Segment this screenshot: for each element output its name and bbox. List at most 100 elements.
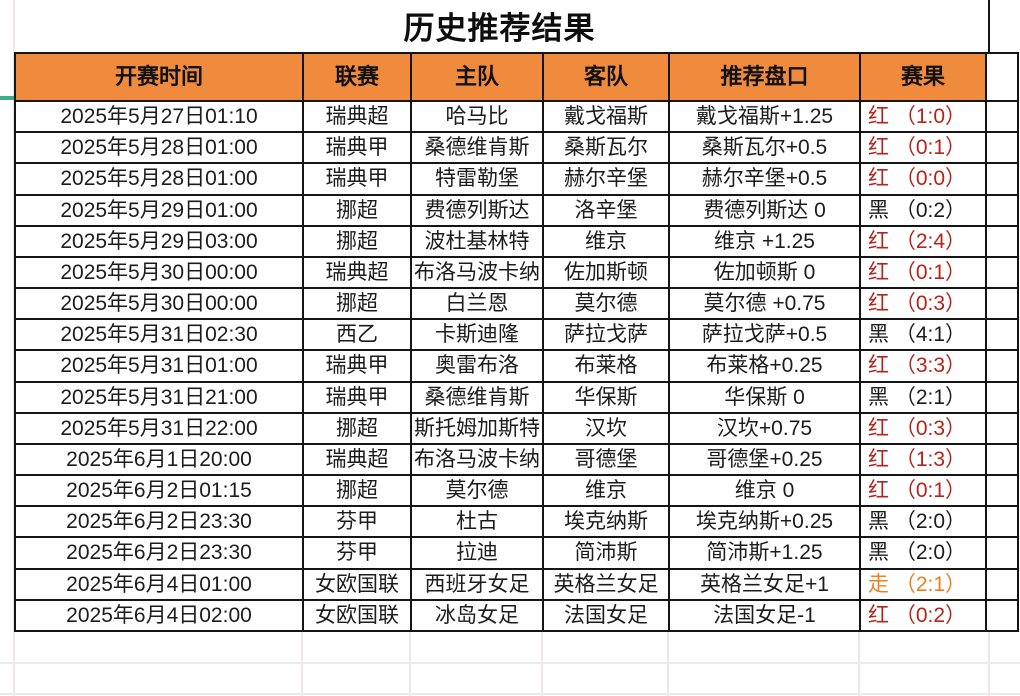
cell-away-team[interactable]: 维京 bbox=[542, 224, 670, 258]
cell-away-team[interactable]: 法国女足 bbox=[542, 598, 670, 633]
empty-cell[interactable] bbox=[985, 99, 1019, 134]
cell-home-team[interactable]: 桑德维肯斯 bbox=[410, 380, 544, 414]
cell-kickoff-time[interactable]: 2025年5月28日01:00 bbox=[14, 131, 304, 165]
cell-home-team[interactable]: 斯托姆加斯特 bbox=[410, 411, 544, 445]
cell-result[interactable]: 红 （0:1） bbox=[859, 474, 987, 508]
cell-kickoff-time[interactable]: 2025年5月28日01:00 bbox=[14, 162, 304, 196]
cell-handicap[interactable]: 英格兰女足+1 bbox=[668, 567, 861, 601]
cell-handicap[interactable]: 戴戈福斯+1.25 bbox=[668, 99, 861, 134]
cell-result[interactable]: 黑 （2:1） bbox=[859, 380, 987, 414]
cell-away-team[interactable]: 布莱格 bbox=[542, 349, 670, 383]
cell-handicap[interactable]: 哥德堡+0.25 bbox=[668, 442, 861, 477]
column-header-kickoff-time[interactable]: 开赛时间 bbox=[14, 52, 304, 102]
cell-kickoff-time[interactable]: 2025年5月29日01:00 bbox=[14, 193, 304, 227]
cell-kickoff-time[interactable]: 2025年5月31日01:00 bbox=[14, 349, 304, 383]
column-header-result[interactable]: 赛果 bbox=[859, 52, 987, 102]
empty-cell[interactable] bbox=[985, 567, 1019, 601]
cell-result[interactable]: 红 （3:3） bbox=[859, 349, 987, 383]
cell-kickoff-time[interactable]: 2025年5月31日22:00 bbox=[14, 411, 304, 445]
cell-league[interactable]: 芬甲 bbox=[302, 536, 412, 570]
cell-away-team[interactable]: 莫尔德 bbox=[542, 287, 670, 321]
cell-result[interactable]: 红 （0:2） bbox=[859, 598, 987, 633]
cell-league[interactable]: 瑞典超 bbox=[302, 442, 412, 477]
cell-kickoff-time[interactable]: 2025年5月31日02:30 bbox=[14, 318, 304, 352]
cell-league[interactable]: 挪超 bbox=[302, 193, 412, 227]
cell-league[interactable]: 瑞典甲 bbox=[302, 131, 412, 165]
cell-home-team[interactable]: 哈马比 bbox=[410, 99, 544, 134]
cell-result[interactable]: 红 （0:1） bbox=[859, 131, 987, 165]
cell-result[interactable]: 红 （1:3） bbox=[859, 442, 987, 477]
empty-cell[interactable] bbox=[985, 287, 1019, 321]
cell-league[interactable]: 瑞典甲 bbox=[302, 162, 412, 196]
cell-result[interactable]: 黑 （2:0） bbox=[859, 505, 987, 539]
empty-cell[interactable] bbox=[985, 380, 1019, 414]
cell-handicap[interactable]: 埃克纳斯+0.25 bbox=[668, 505, 861, 539]
cell-league[interactable]: 挪超 bbox=[302, 411, 412, 445]
cell-home-team[interactable]: 卡斯迪隆 bbox=[410, 318, 544, 352]
empty-cell[interactable] bbox=[985, 224, 1019, 258]
cell-away-team[interactable]: 桑斯瓦尔 bbox=[542, 131, 670, 165]
cell-kickoff-time[interactable]: 2025年6月1日20:00 bbox=[14, 442, 304, 477]
cell-league[interactable]: 瑞典甲 bbox=[302, 380, 412, 414]
cell-handicap[interactable]: 汉坎+0.75 bbox=[668, 411, 861, 445]
cell-away-team[interactable]: 维京 bbox=[542, 474, 670, 508]
cell-handicap[interactable]: 维京 0 bbox=[668, 474, 861, 508]
cell-away-team[interactable]: 简沛斯 bbox=[542, 536, 670, 570]
cell-kickoff-time[interactable]: 2025年6月2日23:30 bbox=[14, 505, 304, 539]
cell-home-team[interactable]: 特雷勒堡 bbox=[410, 162, 544, 196]
cell-league[interactable]: 女欧国联 bbox=[302, 598, 412, 633]
cell-result[interactable]: 黑 （4:1） bbox=[859, 318, 987, 352]
cell-away-team[interactable]: 埃克纳斯 bbox=[542, 505, 670, 539]
cell-away-team[interactable]: 赫尔辛堡 bbox=[542, 162, 670, 196]
empty-cell[interactable] bbox=[985, 349, 1019, 383]
empty-cell[interactable] bbox=[985, 193, 1019, 227]
cell-handicap[interactable]: 赫尔辛堡+0.5 bbox=[668, 162, 861, 196]
cell-home-team[interactable]: 布洛马波卡纳 bbox=[410, 255, 544, 290]
cell-home-team[interactable]: 费德列斯达 bbox=[410, 193, 544, 227]
cell-result[interactable]: 红 （0:1） bbox=[859, 255, 987, 290]
cell-result[interactable]: 红 （2:4） bbox=[859, 224, 987, 258]
cell-handicap[interactable]: 桑斯瓦尔+0.5 bbox=[668, 131, 861, 165]
cell-away-team[interactable]: 英格兰女足 bbox=[542, 567, 670, 601]
cell-handicap[interactable]: 华保斯 0 bbox=[668, 380, 861, 414]
empty-cell[interactable] bbox=[985, 411, 1019, 445]
cell-away-team[interactable]: 佐加斯顿 bbox=[542, 255, 670, 290]
cell-result[interactable]: 红 （1:0） bbox=[859, 99, 987, 134]
empty-cell[interactable] bbox=[985, 162, 1019, 196]
title-cell[interactable]: 历史推荐结果 bbox=[14, 0, 985, 50]
cell-result[interactable]: 红 （0:3） bbox=[859, 411, 987, 445]
cell-home-team[interactable]: 拉迪 bbox=[410, 536, 544, 570]
cell-kickoff-time[interactable]: 2025年5月30日00:00 bbox=[14, 255, 304, 290]
cell-league[interactable]: 西乙 bbox=[302, 318, 412, 352]
cell-handicap[interactable]: 萨拉戈萨+0.5 bbox=[668, 318, 861, 352]
cell-home-team[interactable]: 布洛马波卡纳 bbox=[410, 442, 544, 477]
empty-header-cell[interactable] bbox=[985, 52, 1019, 102]
cell-kickoff-time[interactable]: 2025年5月29日03:00 bbox=[14, 224, 304, 258]
cell-away-team[interactable]: 洛辛堡 bbox=[542, 193, 670, 227]
cell-league[interactable]: 挪超 bbox=[302, 224, 412, 258]
empty-cell[interactable] bbox=[985, 442, 1019, 477]
cell-away-team[interactable]: 萨拉戈萨 bbox=[542, 318, 670, 352]
cell-league[interactable]: 瑞典超 bbox=[302, 255, 412, 290]
cell-handicap[interactable]: 佐加顿斯 0 bbox=[668, 255, 861, 290]
cell-league[interactable]: 女欧国联 bbox=[302, 567, 412, 601]
cell-away-team[interactable]: 华保斯 bbox=[542, 380, 670, 414]
cell-kickoff-time[interactable]: 2025年6月4日01:00 bbox=[14, 567, 304, 601]
cell-handicap[interactable]: 莫尔德 +0.75 bbox=[668, 287, 861, 321]
cell-away-team[interactable]: 汉坎 bbox=[542, 411, 670, 445]
cell-league[interactable]: 瑞典超 bbox=[302, 99, 412, 134]
cell-kickoff-time[interactable]: 2025年6月2日23:30 bbox=[14, 536, 304, 570]
cell-handicap[interactable]: 布莱格+0.25 bbox=[668, 349, 861, 383]
cell-home-team[interactable]: 奥雷布洛 bbox=[410, 349, 544, 383]
cell-league[interactable]: 芬甲 bbox=[302, 505, 412, 539]
column-header-handicap[interactable]: 推荐盘口 bbox=[668, 52, 861, 102]
cell-result[interactable]: 红 （0:0） bbox=[859, 162, 987, 196]
cell-handicap[interactable]: 费德列斯达 0 bbox=[668, 193, 861, 227]
cell-away-team[interactable]: 哥德堡 bbox=[542, 442, 670, 477]
cell-kickoff-time[interactable]: 2025年5月27日01:10 bbox=[14, 99, 304, 134]
cell-handicap[interactable]: 简沛斯+1.25 bbox=[668, 536, 861, 570]
cell-handicap[interactable]: 法国女足-1 bbox=[668, 598, 861, 633]
empty-cell[interactable] bbox=[985, 536, 1019, 570]
cell-away-team[interactable]: 戴戈福斯 bbox=[542, 99, 670, 134]
empty-cell[interactable] bbox=[985, 255, 1019, 290]
